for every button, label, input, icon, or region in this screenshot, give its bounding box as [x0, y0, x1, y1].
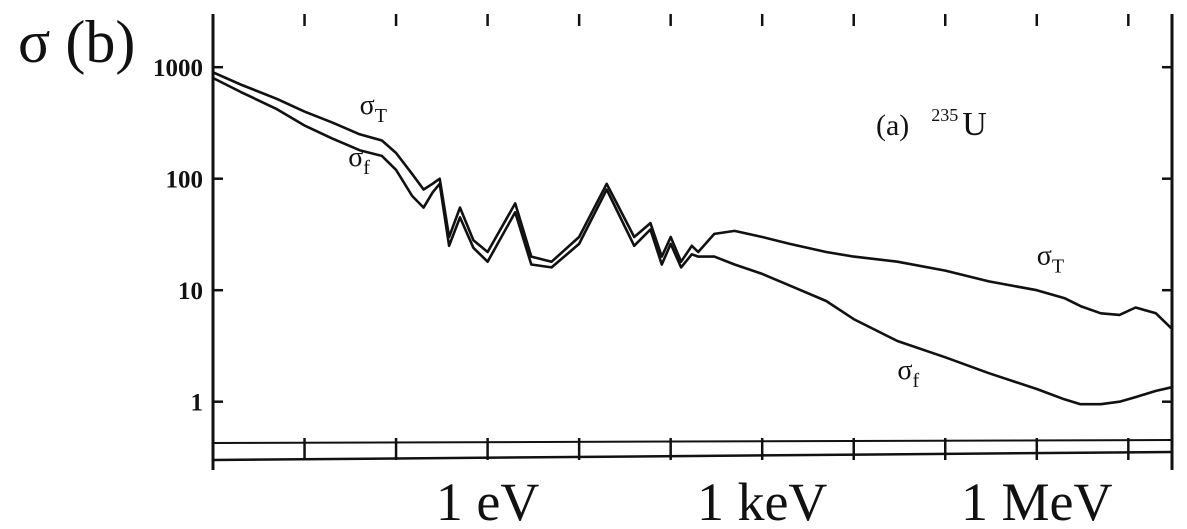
x-tick-labels: 1 eV 1 keV 1 MeV: [436, 472, 1113, 529]
x-tick-label: 1 MeV: [961, 472, 1112, 529]
frame-bottom: [212, 450, 1173, 462]
series-line: [212, 76, 1173, 406]
y-tick-marks: [213, 65, 1172, 403]
series-layer: [212, 71, 1173, 406]
isotope-mass-number: 235: [931, 105, 958, 125]
y-axis-label: σ (b): [18, 9, 135, 75]
curve-label: σT: [1037, 241, 1064, 278]
curve-label: σT: [360, 90, 387, 127]
y-tick-labels: 1000 100 10 1: [153, 55, 204, 417]
panel-tag: (a) 235 U: [876, 105, 987, 143]
y-tick-label: 100: [166, 167, 204, 194]
x-tick-label: 1 eV: [436, 472, 539, 529]
frame-baseline: [212, 439, 1173, 444]
x-tick-label: 1 keV: [697, 472, 827, 529]
y-tick-label: 1: [191, 390, 204, 417]
annotation-layer: σT σf σT σf: [348, 90, 1064, 392]
series-line: [212, 71, 1173, 330]
panel-label: (a): [876, 109, 909, 142]
plot-frame: [211, 14, 1174, 470]
svg-text:(a) 235 U: (a) 235 U: [876, 105, 987, 143]
y-tick-label: 10: [178, 278, 203, 305]
isotope-symbol: U: [962, 106, 987, 143]
curve-label: σf: [348, 142, 370, 179]
y-tick-label: 1000: [153, 55, 203, 82]
x-tick-marks: [211, 14, 1130, 460]
curve-label: σf: [897, 355, 919, 392]
